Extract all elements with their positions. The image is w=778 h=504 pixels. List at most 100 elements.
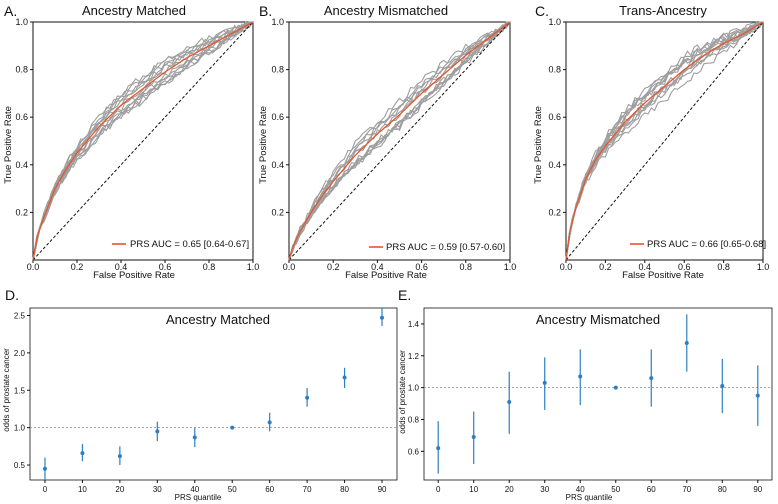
panel-e-point bbox=[684, 341, 689, 346]
panel-e-ytick-label: 0.8 bbox=[408, 415, 420, 424]
panel-a-title: Ancestry Matched bbox=[82, 3, 186, 18]
panel-a-bootstrap-curve bbox=[32, 21, 254, 261]
panel-b-xtick-label: 0.2 bbox=[327, 262, 340, 272]
panel-b-ylabel: True Positive Rate bbox=[258, 106, 269, 184]
panel-e-ytick-label: 1.0 bbox=[408, 384, 420, 393]
panel-letter-e: E. bbox=[398, 287, 411, 303]
panel-letter-a: A. bbox=[4, 3, 17, 19]
panel-b-ytick-label: 0.2 bbox=[271, 207, 284, 217]
panel-b: B. Ancestry Mismatched 0.0 0.2 0.4 0.6 0.8 1.… bbox=[258, 3, 516, 281]
panel-e-xtick-label: 90 bbox=[753, 485, 762, 494]
panel-d-ytick-label: 2.5 bbox=[14, 311, 26, 320]
panel-d-xtick-label: 50 bbox=[228, 485, 237, 494]
panel-d-xtick-label: 30 bbox=[153, 485, 162, 494]
panel-b-bootstrap-curve bbox=[288, 21, 511, 261]
panel-e-point bbox=[507, 399, 512, 404]
panel-a-xtick-label: 0.6 bbox=[159, 262, 172, 272]
panel-b-ytick-label: 0.6 bbox=[271, 112, 284, 122]
panel-d-xtick-label: 40 bbox=[190, 485, 199, 494]
panel-e: E. Ancestry Mismatched 0 10 20 30 40 50 60 70 80… bbox=[398, 287, 773, 502]
panel-d-point bbox=[80, 451, 85, 456]
panel-d-xtick-label: 60 bbox=[265, 485, 274, 494]
panel-e-xtick-label: 40 bbox=[576, 485, 585, 494]
panel-a-chance-line bbox=[32, 21, 254, 261]
panel-a: A. Ancestry Matched 0.0 0.2 0.4 0.6 0.8 1.00.… bbox=[3, 3, 259, 281]
panel-d-ylabel: odds of prostate cancer bbox=[2, 348, 11, 432]
panel-d-point bbox=[380, 315, 385, 320]
panel-d-point bbox=[230, 425, 235, 430]
panel-b-frame bbox=[288, 21, 511, 261]
panel-a-prs-curve bbox=[32, 21, 254, 261]
panel-e-ytick-label: 1.4 bbox=[408, 320, 420, 329]
panel-a-xlabel: False Positive Rate bbox=[93, 270, 175, 281]
panel-d-point bbox=[155, 429, 160, 434]
panel-c-xtick-label: 0.2 bbox=[599, 262, 612, 272]
panel-e-xtick-label: 0 bbox=[436, 485, 441, 494]
panel-e-plot: 0 10 20 30 40 50 60 70 80 90 0.6 0.8 1.0 1.2 1.4 bbox=[408, 307, 773, 494]
panel-b-xtick-label: 0.6 bbox=[415, 262, 428, 272]
panel-a-ytick-label: 1.0 bbox=[15, 17, 28, 27]
panel-letter-b: B. bbox=[259, 3, 272, 19]
panel-a-legend: PRS AUC = 0.65 [0.64-0.67] bbox=[130, 239, 249, 250]
panel-c-title: Trans-Ancestry bbox=[619, 3, 707, 18]
panel-d-xlabel: PRS quantile bbox=[175, 493, 222, 502]
panel-a-ytick-label: 0.2 bbox=[15, 207, 28, 217]
panel-b-xtick-label: 1.0 bbox=[504, 262, 517, 272]
panel-b-title: Ancestry Mismatched bbox=[324, 3, 448, 18]
panel-c-ylabel: True Positive Rate bbox=[533, 106, 544, 184]
panel-a-ylabel: True Positive Rate bbox=[3, 106, 14, 184]
panel-c-legend: PRS AUC = 0.66 [0.65-0.68] bbox=[647, 239, 766, 250]
panel-letter-c: C. bbox=[535, 3, 549, 19]
panel-a-xtick-label: 0.2 bbox=[71, 262, 84, 272]
panel-c-xtick-label: 0.8 bbox=[717, 262, 730, 272]
panel-a-xtick-label: 0.4 bbox=[115, 262, 128, 272]
panel-c-ytick-label: 0.2 bbox=[548, 207, 561, 217]
panel-a-frame bbox=[32, 21, 254, 261]
panel-b-chance-line bbox=[288, 21, 511, 261]
panel-a-plot: 0.0 0.2 0.4 0.6 0.8 1.0 0.2 0.4 0.6 0.8 1.0 bbox=[15, 17, 259, 272]
panel-e-xtick-label: 20 bbox=[505, 485, 514, 494]
panel-d: D. Ancestry Matched 0 10 20 30 40 50 60 70 80 900… bbox=[2, 287, 398, 502]
panel-b-xtick-label: 0.4 bbox=[371, 262, 384, 272]
panel-e-point bbox=[613, 385, 618, 390]
panel-e-ytick-label: 0.6 bbox=[408, 447, 420, 456]
panel-a-bootstrap-curve bbox=[32, 21, 254, 261]
panel-a-xtick-label: 0.8 bbox=[203, 262, 216, 272]
panel-e-xtick-label: 50 bbox=[611, 485, 620, 494]
panel-d-frame bbox=[29, 307, 398, 481]
panel-e-point bbox=[436, 446, 441, 451]
panel-e-point bbox=[542, 380, 547, 385]
panel-e-title: Ancestry Mismatched bbox=[536, 312, 660, 327]
panel-e-xtick-label: 80 bbox=[718, 485, 727, 494]
panel-a-xtick-label: 1.0 bbox=[247, 262, 260, 272]
panel-b-ytick-label: 1.0 bbox=[271, 17, 284, 27]
panel-c-plot: 0.0 0.2 0.4 0.6 0.8 1.0 0.2 0.4 0.6 0.8 1.0 bbox=[548, 17, 769, 272]
panel-d-xtick-label: 90 bbox=[378, 485, 387, 494]
panel-c-frame bbox=[565, 21, 764, 261]
panel-d-ytick-label: 0.5 bbox=[14, 461, 26, 470]
panel-e-xtick-label: 10 bbox=[469, 485, 478, 494]
panel-e-point bbox=[578, 374, 583, 379]
panel-b-bootstrap-curve bbox=[288, 21, 510, 261]
panel-b-plot: 0.0 0.2 0.4 0.6 0.8 1.0 0.2 0.4 0.6 0.8 1.0 bbox=[271, 17, 516, 272]
panel-a-bootstrap-curve bbox=[32, 21, 254, 261]
panel-c-xlabel: False Positive Rate bbox=[622, 270, 704, 281]
panel-e-point bbox=[471, 435, 476, 439]
panel-b-bootstrap-curve bbox=[288, 21, 511, 261]
panel-b-xlabel: False Positive Rate bbox=[345, 270, 427, 281]
panel-d-xtick-label: 0 bbox=[43, 485, 48, 494]
panel-d-point bbox=[305, 395, 310, 400]
panel-a-ytick-label: 0.8 bbox=[15, 65, 28, 75]
panel-e-point bbox=[720, 384, 725, 389]
panel-d-title: Ancestry Matched bbox=[166, 312, 270, 327]
panel-e-xtick-label: 60 bbox=[647, 485, 656, 494]
panel-d-plot: 0 10 20 30 40 50 60 70 80 90 0.5 1.0 1.5 2.0 2.5 bbox=[14, 307, 398, 494]
panel-c-ytick-label: 1.0 bbox=[548, 17, 561, 27]
panel-b-prs-curve bbox=[288, 21, 511, 261]
panel-d-xtick-label: 20 bbox=[115, 485, 124, 494]
panel-b-xtick-label: 0.0 bbox=[283, 262, 296, 272]
panel-e-point bbox=[649, 376, 654, 381]
panel-c-xtick-label: 0.0 bbox=[560, 262, 573, 272]
panel-b-xtick-label: 0.8 bbox=[460, 262, 473, 272]
panel-e-frame bbox=[423, 307, 773, 481]
